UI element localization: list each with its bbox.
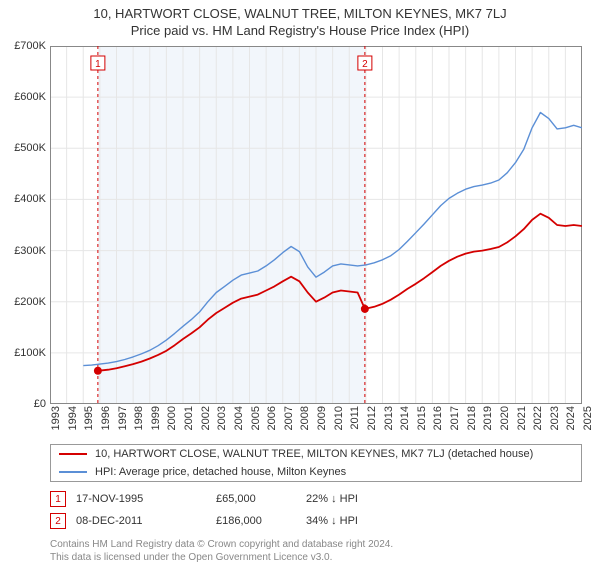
x-tick-label: 2006 bbox=[266, 406, 278, 430]
x-tick-label: 1999 bbox=[150, 406, 162, 430]
x-tick-label: 1995 bbox=[83, 406, 95, 430]
sale-date: 17-NOV-1995 bbox=[76, 493, 216, 505]
chart-area: £0£100K£200K£300K£400K£500K£600K£700K 12 bbox=[50, 46, 582, 404]
sale-row: 1 17-NOV-1995 £65,000 22% ↓ HPI bbox=[50, 488, 582, 510]
legend: 10, HARTWORT CLOSE, WALNUT TREE, MILTON … bbox=[50, 444, 582, 482]
sale-price: £65,000 bbox=[216, 493, 306, 505]
footer-line: This data is licensed under the Open Gov… bbox=[50, 551, 582, 564]
sale-row: 2 08-DEC-2011 £186,000 34% ↓ HPI bbox=[50, 510, 582, 532]
x-tick-label: 2017 bbox=[449, 406, 461, 430]
x-tick-label: 2019 bbox=[482, 406, 494, 430]
x-tick-label: 2002 bbox=[200, 406, 212, 430]
x-tick-label: 2008 bbox=[299, 406, 311, 430]
x-tick-label: 2000 bbox=[166, 406, 178, 430]
x-tick-label: 1998 bbox=[133, 406, 145, 430]
legend-text: 10, HARTWORT CLOSE, WALNUT TREE, MILTON … bbox=[95, 448, 533, 460]
x-tick-label: 2022 bbox=[532, 406, 544, 430]
y-tick-label: £500K bbox=[14, 142, 46, 154]
legend-text: HPI: Average price, detached house, Milt… bbox=[95, 466, 346, 478]
x-tick-label: 2014 bbox=[399, 406, 411, 430]
title-block: 10, HARTWORT CLOSE, WALNUT TREE, MILTON … bbox=[0, 0, 600, 42]
x-tick-label: 1997 bbox=[117, 406, 129, 430]
sale-pct: 34% ↓ HPI bbox=[306, 515, 416, 527]
legend-row: HPI: Average price, detached house, Milt… bbox=[51, 463, 581, 481]
x-tick-label: 2023 bbox=[549, 406, 561, 430]
line-chart: 12 bbox=[50, 46, 582, 404]
chart-container: 10, HARTWORT CLOSE, WALNUT TREE, MILTON … bbox=[0, 0, 600, 560]
legend-swatch bbox=[59, 453, 87, 455]
sale-date: 08-DEC-2011 bbox=[76, 515, 216, 527]
x-tick-label: 2001 bbox=[183, 406, 195, 430]
sale-marker: 1 bbox=[50, 491, 66, 507]
x-tick-label: 1996 bbox=[100, 406, 112, 430]
footer: Contains HM Land Registry data © Crown c… bbox=[50, 538, 582, 564]
x-tick-label: 2003 bbox=[216, 406, 228, 430]
y-tick-label: £0 bbox=[34, 398, 46, 410]
title-line1: 10, HARTWORT CLOSE, WALNUT TREE, MILTON … bbox=[0, 6, 600, 21]
y-tick-label: £200K bbox=[14, 296, 46, 308]
x-tick-label: 2021 bbox=[516, 406, 528, 430]
svg-text:1: 1 bbox=[95, 59, 101, 70]
footer-line: Contains HM Land Registry data © Crown c… bbox=[50, 538, 582, 551]
y-tick-label: £400K bbox=[14, 193, 46, 205]
sale-pct: 22% ↓ HPI bbox=[306, 493, 416, 505]
x-tick-label: 2015 bbox=[416, 406, 428, 430]
x-tick-label: 1993 bbox=[50, 406, 62, 430]
sales-table: 1 17-NOV-1995 £65,000 22% ↓ HPI 2 08-DEC… bbox=[50, 488, 582, 532]
y-tick-label: £100K bbox=[14, 347, 46, 359]
x-tick-label: 2024 bbox=[565, 406, 577, 430]
x-tick-label: 2011 bbox=[349, 406, 361, 430]
legend-row: 10, HARTWORT CLOSE, WALNUT TREE, MILTON … bbox=[51, 445, 581, 463]
legend-swatch bbox=[59, 471, 87, 473]
x-tick-label: 2005 bbox=[250, 406, 262, 430]
x-tick-label: 2013 bbox=[383, 406, 395, 430]
svg-text:2: 2 bbox=[362, 59, 368, 70]
x-tick-label: 2009 bbox=[316, 406, 328, 430]
x-tick-label: 2007 bbox=[283, 406, 295, 430]
x-tick-label: 2004 bbox=[233, 406, 245, 430]
x-axis-labels: 1993 1994 1995 1996 1997 1998 1999 2000 2001 2002… bbox=[50, 404, 582, 438]
y-tick-label: £600K bbox=[14, 91, 46, 103]
y-tick-label: £300K bbox=[14, 245, 46, 257]
title-line2: Price paid vs. HM Land Registry's House … bbox=[0, 23, 600, 38]
sale-marker: 2 bbox=[50, 513, 66, 529]
x-tick-label: 2025 bbox=[582, 406, 594, 430]
x-tick-label: 2010 bbox=[333, 406, 345, 430]
x-tick-label: 1994 bbox=[67, 406, 79, 430]
x-tick-label: 2020 bbox=[499, 406, 511, 430]
x-tick-label: 2012 bbox=[366, 406, 378, 430]
x-tick-label: 2018 bbox=[466, 406, 478, 430]
y-tick-label: £700K bbox=[14, 40, 46, 52]
sale-price: £186,000 bbox=[216, 515, 306, 527]
x-tick-label: 2016 bbox=[432, 406, 444, 430]
